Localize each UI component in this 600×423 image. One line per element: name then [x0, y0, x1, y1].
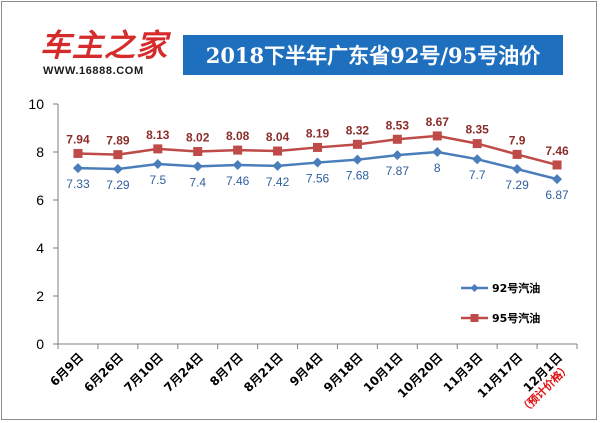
data-point — [472, 139, 482, 149]
x-tick-label: 6月26日 — [81, 350, 126, 395]
data-label: 7.56 — [306, 172, 330, 186]
data-label: 7.29 — [106, 178, 130, 192]
logo-url: WWW.16888.COM — [43, 65, 144, 77]
data-label: 8.08 — [226, 129, 250, 143]
data-label: 7.33 — [66, 177, 90, 191]
legend-label: 92号汽油 — [492, 281, 540, 295]
data-point — [232, 159, 243, 170]
data-label: 7.94 — [66, 132, 90, 146]
legend-marker — [470, 314, 479, 322]
series-layer — [72, 131, 563, 185]
data-point — [392, 134, 402, 144]
data-label: 7.46 — [226, 174, 250, 188]
data-point — [193, 147, 203, 157]
y-tick-label: 8 — [36, 144, 44, 160]
logo-text: 车主之家 — [40, 28, 168, 64]
data-point — [472, 154, 483, 165]
legend: 92号汽油 95号汽油 — [461, 281, 540, 325]
x-tick-label: 8月7日 — [207, 350, 246, 389]
data-label: 7.68 — [346, 169, 370, 183]
y-tick-label: 10 — [28, 96, 44, 112]
data-point — [153, 144, 163, 154]
data-label: 8.53 — [386, 118, 410, 132]
data-point — [312, 157, 323, 168]
x-tick-label: 8月21日 — [241, 350, 286, 395]
y-tick-label: 6 — [36, 192, 44, 208]
data-label: 8.02 — [186, 131, 210, 145]
data-label: 6.87 — [545, 188, 569, 202]
data-point — [152, 159, 163, 169]
data-point — [273, 146, 283, 156]
legend-label: 95号汽油 — [492, 311, 540, 325]
data-label: 8.32 — [346, 123, 370, 137]
data-point — [113, 150, 123, 160]
data-label: 7.4 — [189, 175, 206, 189]
data-point — [552, 174, 563, 185]
data-point — [512, 164, 523, 175]
data-labels: 7.33 7.29 7.5 7.4 7.46 7.42 7.56 7.68 7.87 8 7.7 7.… — [66, 115, 569, 202]
data-point — [432, 147, 443, 157]
data-point — [552, 160, 562, 170]
data-label: 7.29 — [505, 178, 529, 192]
data-label: 8.35 — [466, 123, 490, 137]
data-label: 7.9 — [509, 133, 526, 147]
data-label: 8.19 — [306, 126, 330, 140]
x-tick-label: 7月24日 — [161, 350, 206, 395]
data-label: 7.87 — [386, 164, 410, 178]
data-label: 7.7 — [469, 168, 486, 182]
data-point — [352, 139, 362, 149]
data-point — [73, 148, 83, 158]
data-label: 8 — [434, 161, 441, 175]
x-tick-label: 7月10日 — [121, 350, 166, 395]
data-point — [313, 142, 322, 152]
data-point — [233, 145, 243, 155]
data-point — [72, 163, 83, 174]
data-point — [512, 149, 522, 159]
legend-marker — [470, 284, 479, 292]
data-point — [392, 150, 403, 161]
brand-logo: 车主之家 WWW.16888.COM — [40, 28, 180, 78]
x-tick-label: 9月4日 — [287, 350, 326, 389]
data-point — [352, 154, 363, 165]
x-tick-label: 9月18日 — [321, 350, 366, 395]
chart-title: 2018下半年广东省92号/95号油价 — [183, 35, 563, 75]
data-label: 7.5 — [149, 173, 166, 187]
data-point — [272, 160, 283, 171]
x-tick-label: 6月9日 — [47, 350, 86, 389]
data-label: 8.04 — [266, 130, 290, 144]
data-label: 7.42 — [266, 175, 290, 189]
data-label: 7.46 — [545, 144, 569, 158]
data-point — [112, 164, 123, 175]
y-tick-label: 4 — [36, 240, 44, 256]
data-point — [432, 131, 442, 141]
y-tick-label: 0 — [36, 336, 44, 352]
data-label: 8.13 — [146, 128, 170, 142]
data-label: 7.89 — [106, 134, 130, 148]
data-point — [192, 161, 203, 172]
y-tick-label: 2 — [36, 288, 44, 304]
data-label: 8.67 — [426, 115, 450, 129]
